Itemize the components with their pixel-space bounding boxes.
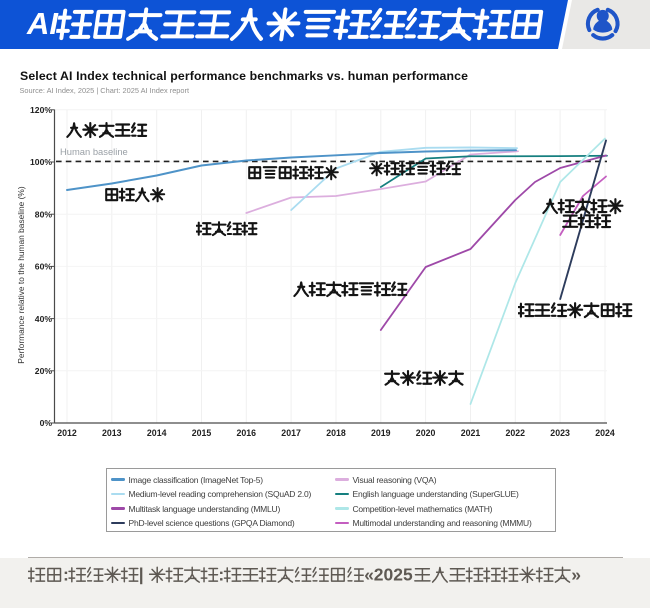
svg-text:2017: 2017 (281, 428, 301, 438)
svg-text::: : (218, 566, 224, 584)
svg-text:Human baseline: Human baseline (60, 146, 128, 157)
svg-text:0%: 0% (40, 418, 53, 428)
svg-text:2014: 2014 (147, 428, 167, 438)
svg-text:2020: 2020 (416, 428, 436, 438)
svg-text:2023: 2023 (550, 428, 570, 438)
svg-text:2013: 2013 (102, 428, 122, 438)
svg-text:80%: 80% (35, 209, 53, 219)
svg-text:|: | (139, 566, 144, 584)
svg-text:60%: 60% (35, 262, 53, 272)
svg-text:40%: 40% (35, 314, 53, 324)
svg-text:20%: 20% (35, 366, 53, 376)
svg-text:2019: 2019 (371, 428, 391, 438)
svg-text:2024: 2024 (595, 428, 615, 438)
svg-text:120%: 120% (30, 105, 52, 115)
svg-text::: : (63, 566, 69, 584)
svg-text:2022: 2022 (506, 428, 526, 438)
svg-text:»: » (571, 566, 581, 584)
svg-text:2016: 2016 (237, 428, 257, 438)
svg-text:Performance relative to the hu: Performance relative to the human baseli… (16, 186, 26, 364)
svg-text:100%: 100% (30, 157, 52, 167)
svg-text:2018: 2018 (326, 428, 346, 438)
svg-text:2025: 2025 (374, 566, 413, 584)
svg-text:«: « (364, 566, 374, 584)
svg-text:2021: 2021 (461, 428, 481, 438)
svg-text:2015: 2015 (192, 428, 212, 438)
svg-text:2012: 2012 (57, 428, 77, 438)
